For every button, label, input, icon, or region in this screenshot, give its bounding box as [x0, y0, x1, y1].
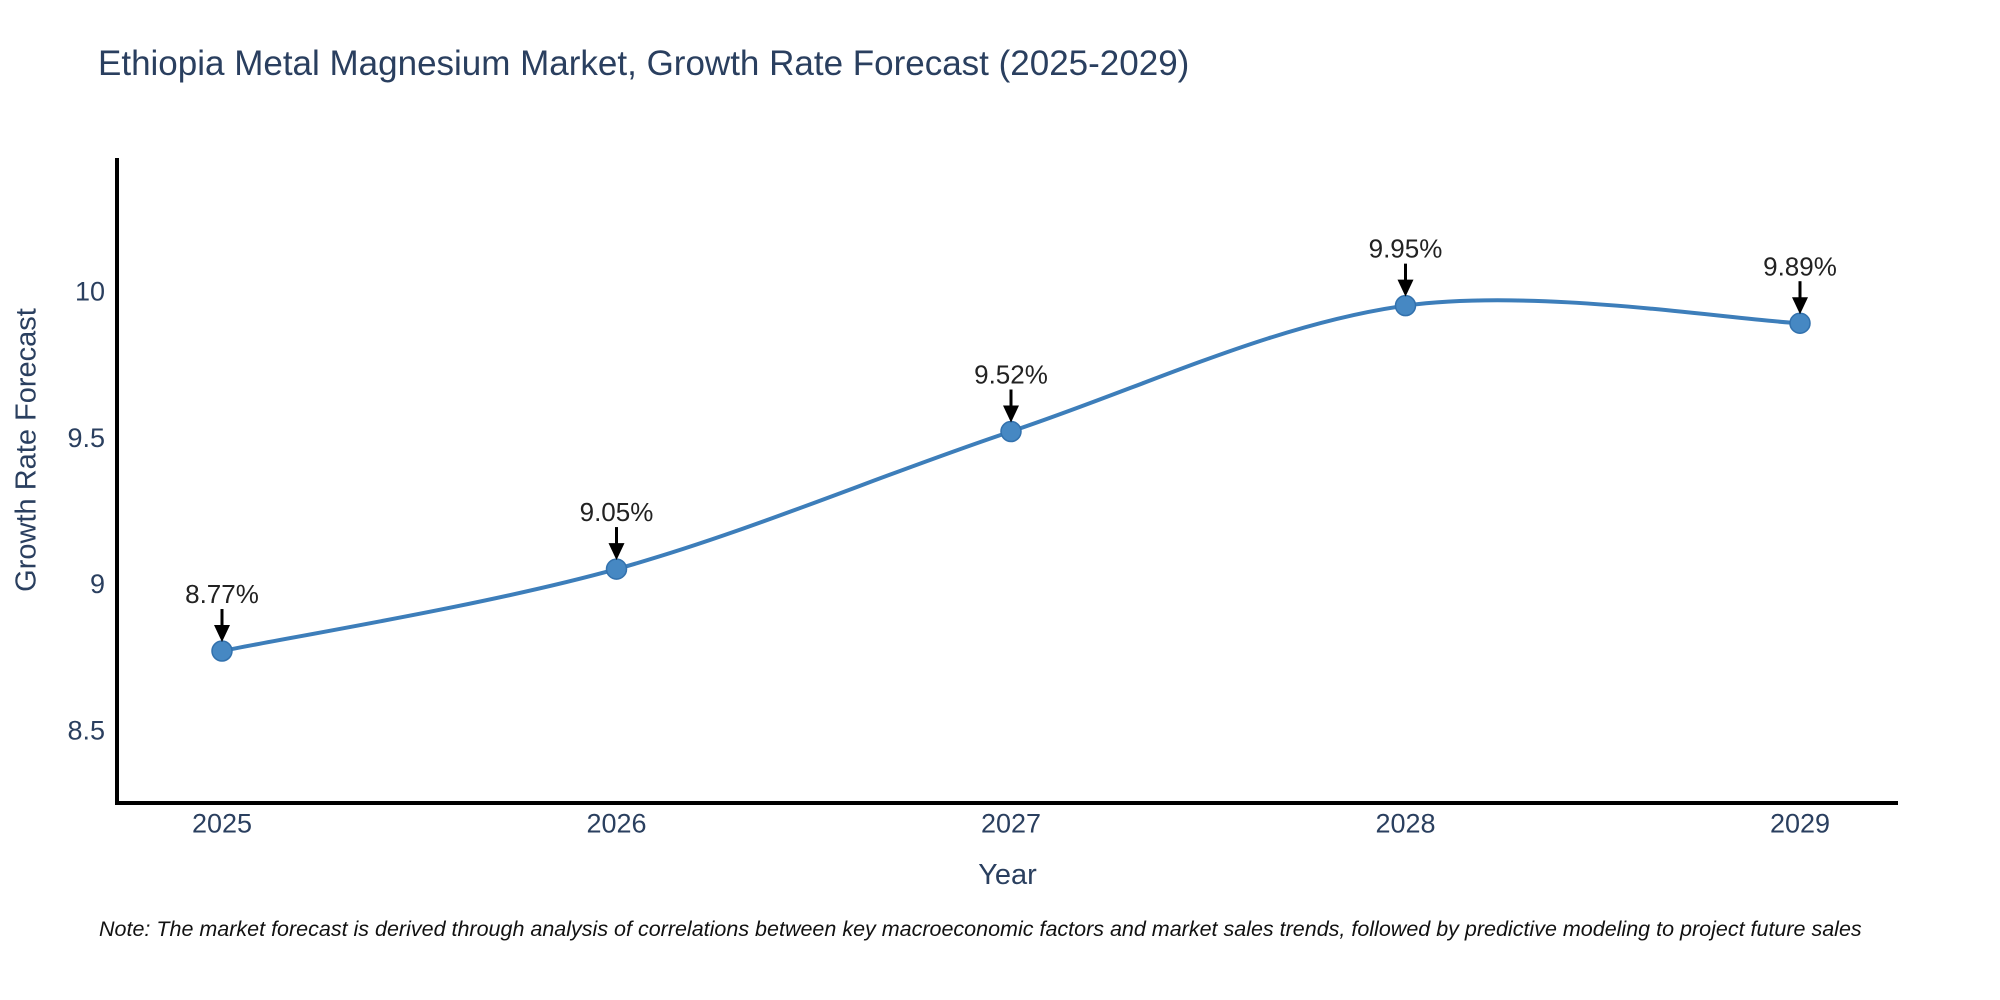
- x-tick-label: 2028: [1375, 808, 1435, 838]
- footnote: Note: The market forecast is derived thr…: [99, 917, 1862, 941]
- y-tick-label: 9: [90, 569, 105, 599]
- annotation-arrowhead-icon: [1792, 297, 1808, 315]
- x-tick-label: 2029: [1770, 808, 1830, 838]
- x-tick-label: 2027: [981, 808, 1041, 838]
- annotation-arrowhead-icon: [1003, 405, 1019, 423]
- annotation-arrowhead-icon: [608, 543, 625, 561]
- data-point-marker: [605, 558, 628, 580]
- y-axis-title: Growth Rate Forecast: [10, 308, 43, 592]
- data-point-marker: [1000, 420, 1022, 443]
- data-point-label: 9.89%: [1763, 251, 1837, 281]
- y-tick-label: 8.5: [67, 716, 105, 746]
- x-tick-label: 2025: [192, 808, 252, 838]
- series-line: [220, 298, 1802, 654]
- axes: [115, 158, 1898, 805]
- data-point-marker: [1789, 312, 1811, 334]
- chart-title: Ethiopia Metal Magnesium Market, Growth …: [98, 44, 1190, 83]
- data-point-label: 9.05%: [580, 497, 654, 527]
- annotation-arrowhead-icon: [1397, 279, 1414, 297]
- data-point-label: 9.52%: [974, 360, 1048, 390]
- x-tick-label: 2026: [586, 808, 646, 838]
- data-point-label: 9.95%: [1369, 234, 1443, 264]
- y-tick-label: 10: [75, 276, 105, 306]
- data-point-label: 8.77%: [185, 579, 259, 609]
- data-point-marker: [1394, 294, 1417, 317]
- x-axis-title: Year: [978, 859, 1037, 891]
- data-point-marker: [211, 640, 233, 662]
- annotation-arrowhead-icon: [214, 625, 230, 643]
- y-tick-label: 9.5: [67, 423, 105, 453]
